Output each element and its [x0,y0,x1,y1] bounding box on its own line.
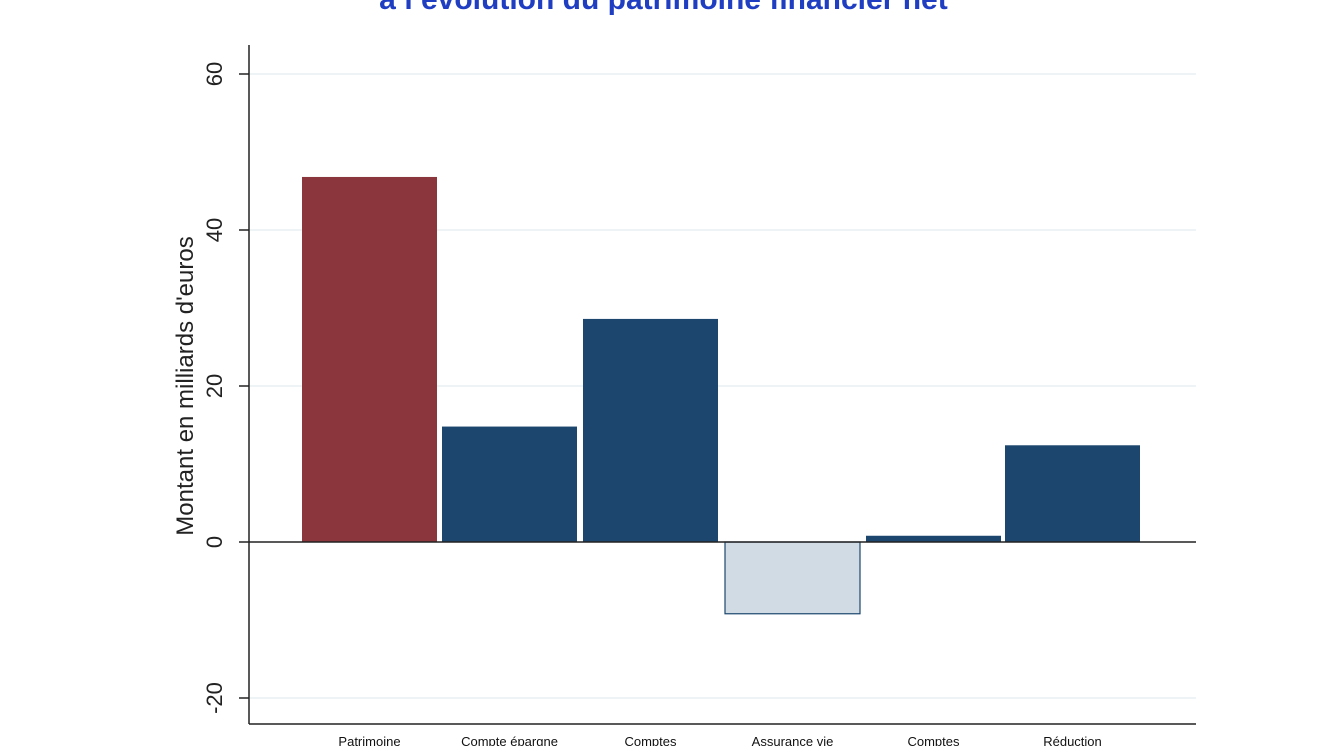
bar-2 [442,426,577,542]
x-category-label: Comptes [624,734,677,746]
bar-1 [302,176,437,542]
x-category-label: Comptes [907,734,960,746]
x-category-label: Patrimoine [338,734,400,746]
chart-title: à l’évolution du patrimoine financier ne… [0,0,1327,17]
x-category-label: Assurance vie [752,734,834,746]
y-axis-title: Montant en milliards d'euros [172,236,199,535]
x-category-label: Réduction [1043,734,1102,746]
y-tick-label: -20 [202,682,227,714]
y-tick-label: 0 [202,536,227,548]
y-tick-label: 40 [202,218,227,242]
bar-5 [866,535,1001,542]
bar-3 [583,318,718,542]
bar-4 [724,541,861,615]
x-category-label: Compte épargne [461,734,558,746]
y-tick-label: 60 [202,62,227,86]
bar-6 [1005,445,1140,542]
y-tick-label: 20 [202,374,227,398]
